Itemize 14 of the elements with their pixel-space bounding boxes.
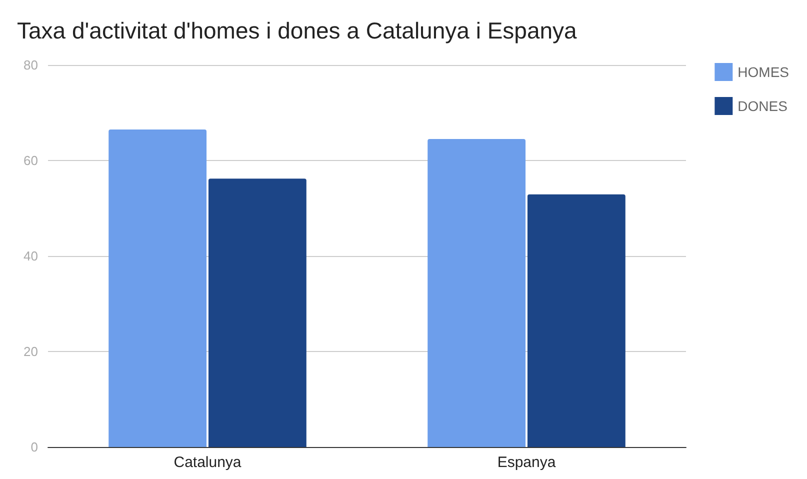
bar bbox=[527, 194, 626, 447]
y-tick-label: 60 bbox=[24, 153, 38, 168]
x-tick-label: Catalunya bbox=[174, 454, 242, 471]
legend-label: DONES bbox=[738, 98, 788, 114]
x-tick-label: Espanya bbox=[497, 454, 556, 471]
y-tick-label: 20 bbox=[24, 344, 38, 359]
bar bbox=[208, 178, 306, 447]
legend-label: HOMES bbox=[738, 64, 790, 80]
y-tick-label: 80 bbox=[24, 58, 38, 72]
bar bbox=[428, 139, 526, 447]
chart-title: Taxa d'activitat d'homes i dones a Catalunya i Espanya bbox=[17, 18, 578, 44]
bar bbox=[108, 129, 207, 447]
y-tick-label: 40 bbox=[24, 248, 38, 264]
y-tick-label: 0 bbox=[30, 440, 38, 454]
